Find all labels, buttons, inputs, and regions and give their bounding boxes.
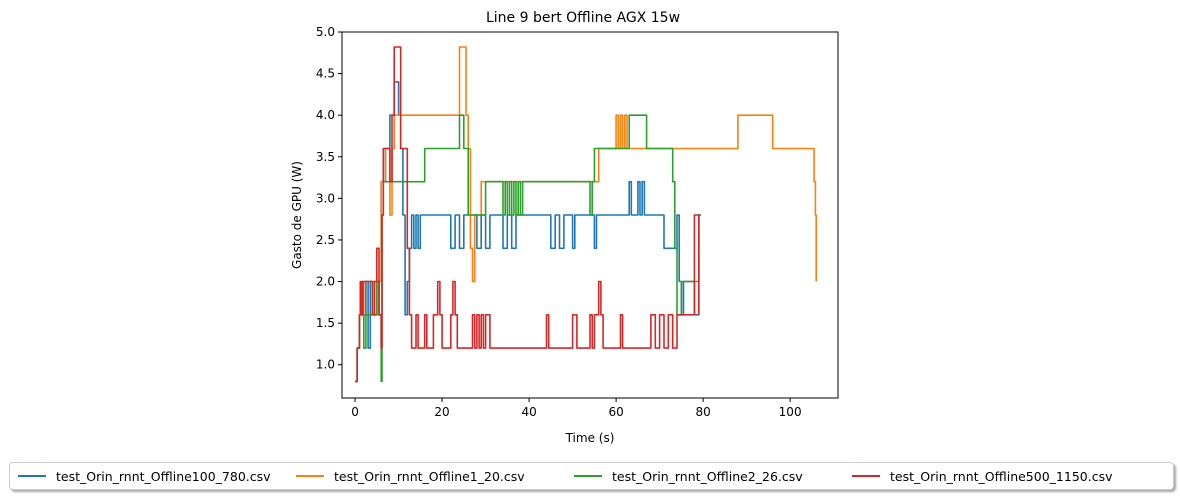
y-axis: 1.0 1.5 2.0 2.5 3.0 3.5 4.0 4.5 5.0 (316, 25, 342, 372)
x-tick-label-1: 20 (434, 405, 449, 419)
line-chart: Line 9 bert Offline AGX 15w 0 20 40 60 80 100… (290, 10, 839, 445)
legend-label-3: test_Orin_rnnt_Offline500_1150.csv (890, 468, 1113, 484)
x-tick-label-0: 0 (351, 405, 359, 419)
series-line-3 (355, 46, 700, 383)
y-tick-label-3: 2.5 (316, 233, 335, 247)
y-tick-label-8: 5.0 (316, 25, 335, 39)
legend-item-0: test_Orin_rnnt_Offline100_780.csv (18, 469, 296, 484)
y-tick-label-0: 1.0 (316, 358, 335, 372)
y-tick-label-1: 1.5 (316, 316, 335, 330)
legend-swatch-1 (296, 475, 324, 477)
legend-swatch-2 (574, 475, 602, 477)
legend-swatch-0 (18, 475, 46, 477)
y-tick-label-6: 4.0 (316, 108, 335, 122)
y-tick-label-5: 3.5 (316, 150, 335, 164)
x-tick-label-3: 60 (608, 405, 623, 419)
x-axis-label: Time (s) (565, 431, 615, 445)
legend-label-0: test_Orin_rnnt_Offline100_780.csv (56, 468, 271, 484)
x-tick-label-4: 80 (695, 405, 710, 419)
legend-swatch-3 (852, 475, 880, 477)
plot-lines (355, 46, 818, 383)
legend-item-3: test_Orin_rnnt_Offline500_1150.csv (852, 469, 1152, 484)
y-axis-label: Gasto de GPU (W) (290, 161, 304, 269)
legend-label-2: test_Orin_rnnt_Offline2_26.csv (612, 468, 803, 484)
legend-label-1: test_Orin_rnnt_Offline1_20.csv (334, 468, 525, 484)
y-tick-label-2: 2.0 (316, 275, 335, 289)
legend-item-2: test_Orin_rnnt_Offline2_26.csv (574, 469, 852, 484)
x-tick-label-2: 40 (521, 405, 536, 419)
y-tick-label-7: 4.5 (316, 67, 335, 81)
legend-item-1: test_Orin_rnnt_Offline1_20.csv (296, 469, 574, 484)
y-tick-label-4: 3.0 (316, 191, 335, 205)
x-axis: 0 20 40 60 80 100 (351, 398, 802, 419)
x-tick-label-5: 100 (779, 405, 802, 419)
chart-title: Line 9 bert Offline AGX 15w (486, 10, 680, 26)
plot-frame (341, 31, 839, 399)
legend: test_Orin_rnnt_Offline100_780.csv test_Or… (9, 462, 1174, 490)
